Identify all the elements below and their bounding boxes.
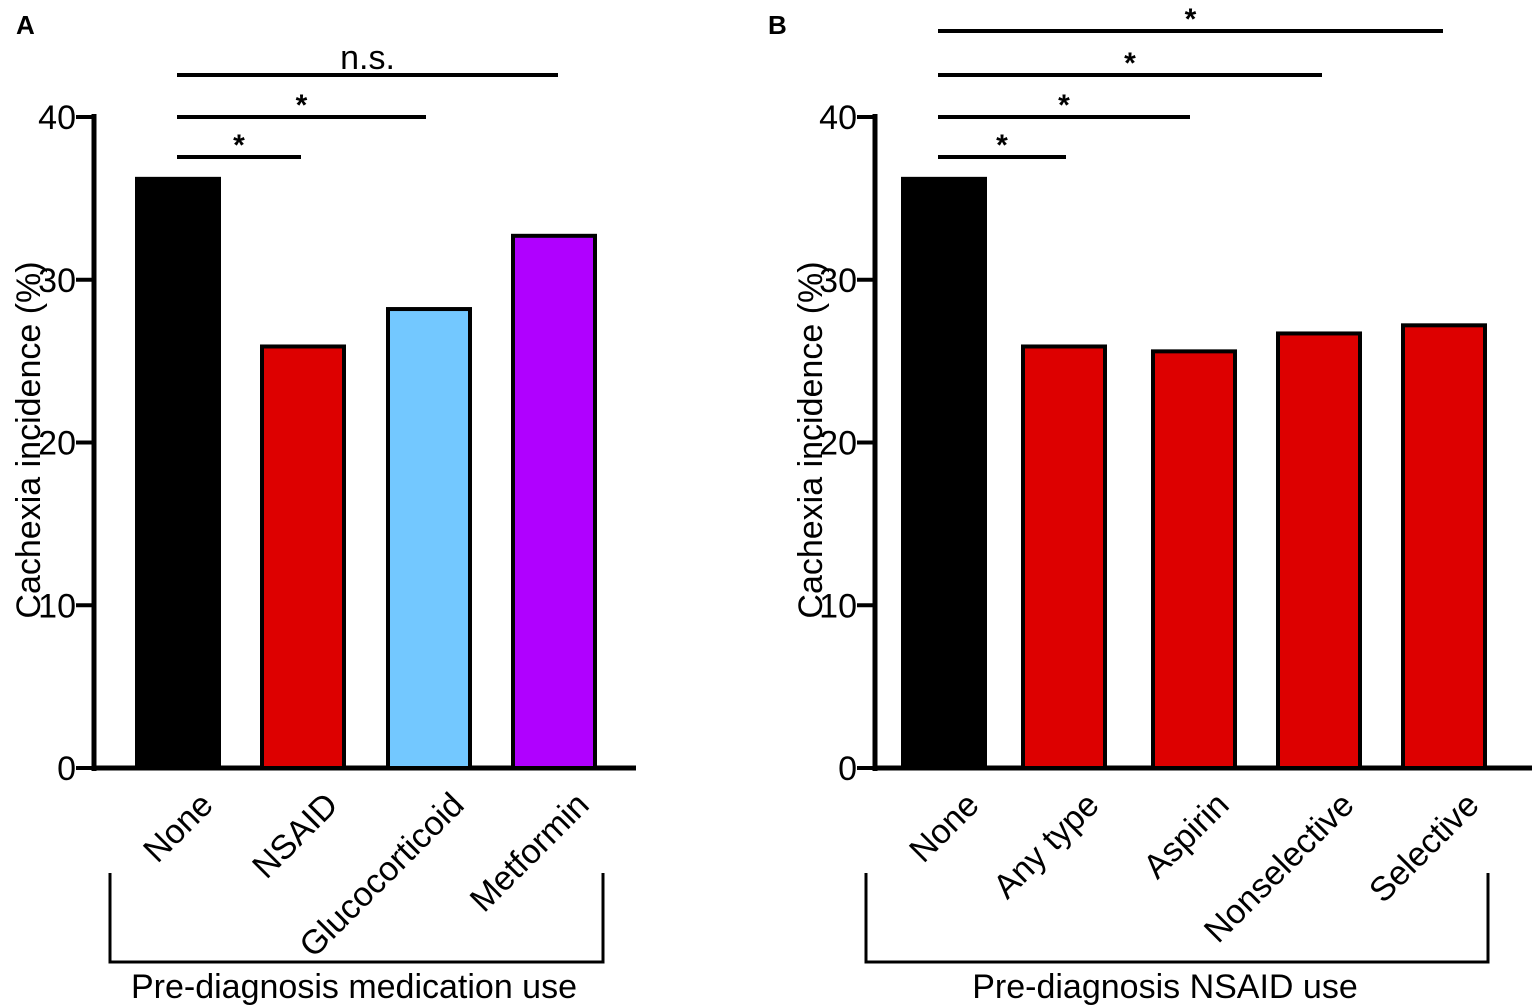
y-tick-label-b-20: 20 — [819, 425, 857, 463]
y-tick-label-a-0: 0 — [57, 750, 76, 788]
bar-b-2 — [1151, 349, 1237, 770]
bar-a-2 — [386, 307, 472, 770]
bar-a-1 — [260, 344, 346, 770]
category-label-a-3: Metformin — [463, 786, 597, 920]
y-tick-label-a-10: 10 — [38, 587, 76, 625]
group-bracket-b — [864, 873, 1490, 964]
y-tick-label-b-10: 10 — [819, 587, 857, 625]
panel-label-b: B — [768, 10, 787, 40]
bar-a-0 — [135, 176, 221, 771]
significance-label-b-2: * — [1124, 47, 1136, 80]
y-tick-label-b-40: 40 — [819, 99, 857, 137]
group-label-b: Pre-diagnosis NSAID use — [972, 968, 1358, 1006]
bar-b-0 — [901, 176, 987, 771]
significance-label-b-0: * — [996, 129, 1008, 162]
significance-label-a-0: * — [233, 129, 245, 162]
y-axis-title-a: Cachexia incidence (%) — [10, 261, 48, 618]
category-label-b-0: None — [902, 786, 986, 870]
y-tick-label-b-30: 30 — [819, 262, 857, 300]
y-tick-label-a-40: 40 — [38, 99, 76, 137]
significance-label-a-1: * — [296, 89, 308, 122]
bar-b-1 — [1021, 344, 1107, 770]
significance-label-a-2: n.s. — [340, 39, 395, 77]
bar-b-3 — [1276, 331, 1362, 770]
y-tick-label-b-0: 0 — [838, 750, 857, 788]
category-label-a-1: NSAID — [245, 786, 345, 886]
y-axis-title-b: Cachexia incidence (%) — [792, 261, 830, 618]
category-label-b-1: Any type — [986, 786, 1106, 906]
group-bracket-a — [108, 873, 605, 964]
significance-label-b-1: * — [1058, 89, 1070, 122]
category-label-a-0: None — [136, 786, 220, 870]
bar-b-4 — [1401, 323, 1487, 770]
panel-label-a: A — [16, 10, 35, 40]
significance-label-b-3: * — [1185, 3, 1197, 36]
category-label-b-4: Selective — [1362, 786, 1486, 910]
bar-a-3 — [511, 233, 597, 770]
y-tick-label-a-30: 30 — [38, 262, 76, 300]
y-tick-label-a-20: 20 — [38, 425, 76, 463]
group-label-a: Pre-diagnosis medication use — [131, 968, 577, 1006]
category-label-b-2: Aspirin — [1136, 786, 1236, 886]
